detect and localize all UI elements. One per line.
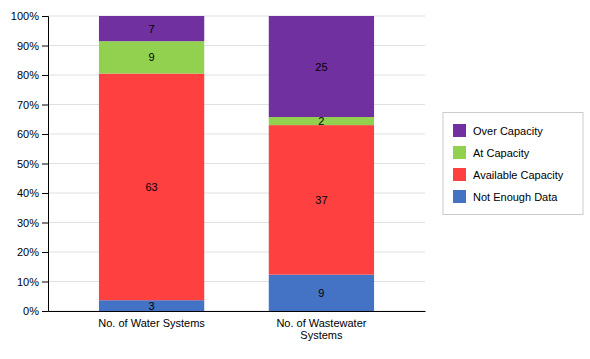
x-tick-label-line: No. of Water Systems bbox=[98, 317, 205, 329]
bar bbox=[99, 16, 204, 41]
x-tick-label-line: Systems bbox=[300, 329, 343, 341]
y-tick-label: 40% bbox=[17, 187, 39, 199]
y-tick: 60% bbox=[17, 128, 48, 140]
legend-item: At Capacity bbox=[453, 146, 530, 159]
x-tick: No. of WastewaterSystems bbox=[276, 317, 366, 342]
legend-label: Available Capacity bbox=[473, 169, 564, 181]
segment-label: 7 bbox=[149, 23, 155, 35]
y-tick-mark bbox=[42, 16, 48, 17]
y-tick: 50% bbox=[17, 158, 48, 170]
y-tick-label: 50% bbox=[17, 158, 39, 170]
y-tick-mark bbox=[42, 282, 48, 283]
y-tick-mark bbox=[42, 193, 48, 194]
segment-label: 3 bbox=[149, 300, 155, 312]
legend-label: Not Enough Data bbox=[473, 191, 558, 203]
y-tick: 100% bbox=[11, 10, 48, 22]
y-tick-mark bbox=[42, 311, 48, 312]
x-axis-line bbox=[49, 311, 426, 312]
chart-svg: 3 9 63 37 9 2 7 25 0% 10% 20% 30% 40% 50% 60% 70% 80% 90%… bbox=[0, 0, 590, 359]
legend-swatch bbox=[453, 146, 466, 159]
bar-series bbox=[99, 16, 374, 117]
y-tick-mark bbox=[42, 46, 48, 47]
y-tick: 20% bbox=[17, 246, 48, 258]
y-tick-label: 80% bbox=[17, 69, 39, 81]
plot-area: 3 9 63 37 9 2 7 25 0% 10% 20% 30% 40% 50% 60% 70% 80% 90%… bbox=[11, 10, 426, 341]
segment-labels: 3 9 63 37 9 2 7 25 bbox=[145, 23, 327, 312]
y-tick: 10% bbox=[17, 276, 48, 288]
y-tick-mark bbox=[42, 105, 48, 106]
bars bbox=[99, 16, 374, 311]
y-tick-label: 30% bbox=[17, 217, 39, 229]
y-tick-mark bbox=[42, 164, 48, 165]
x-tick-label: No. of Water Systems bbox=[98, 317, 205, 329]
bar bbox=[99, 74, 204, 301]
x-tick-label-line: No. of Wastewater bbox=[276, 317, 366, 329]
y-tick: 90% bbox=[17, 40, 48, 52]
y-tick-label: 0% bbox=[23, 305, 39, 317]
legend-item: Not Enough Data bbox=[453, 190, 558, 203]
y-tick: 80% bbox=[17, 69, 48, 81]
y-tick-mark bbox=[42, 252, 48, 253]
x-axis: No. of Water Systems No. of WastewaterSys… bbox=[49, 312, 426, 342]
legend-item: Over Capacity bbox=[453, 124, 543, 137]
y-tick: 0% bbox=[23, 305, 48, 317]
legend: Over Capacity At Capacity Available Capaci… bbox=[443, 113, 583, 215]
segment-label: 37 bbox=[315, 194, 327, 206]
y-tick-label: 60% bbox=[17, 128, 39, 140]
chart-container: 3 9 63 37 9 2 7 25 0% 10% 20% 30% 40% 50% 60% 70% 80% 90%… bbox=[0, 0, 590, 359]
legend-item: Available Capacity bbox=[453, 168, 564, 181]
y-tick-mark bbox=[42, 223, 48, 224]
segment-label: 63 bbox=[145, 181, 157, 193]
legend-frame bbox=[443, 113, 583, 215]
bar bbox=[269, 16, 374, 117]
legend-swatch bbox=[453, 168, 466, 181]
segment-label: 9 bbox=[318, 287, 324, 299]
y-tick-label: 10% bbox=[17, 276, 39, 288]
y-tick-label: 90% bbox=[17, 40, 39, 52]
legend-label: Over Capacity bbox=[473, 125, 543, 137]
y-axis-line bbox=[42, 17, 49, 312]
x-tick: No. of Water Systems bbox=[98, 317, 205, 329]
segment-label: 25 bbox=[315, 61, 327, 73]
y-tick-mark bbox=[42, 134, 48, 135]
y-tick: 40% bbox=[17, 187, 48, 199]
legend-label: At Capacity bbox=[473, 147, 530, 159]
y-tick: 70% bbox=[17, 99, 48, 111]
y-tick-label: 20% bbox=[17, 246, 39, 258]
y-tick-label: 70% bbox=[17, 99, 39, 111]
y-axis: 0% 10% 20% 30% 40% 50% 60% 70% 80% 90% 100% bbox=[11, 10, 49, 317]
x-tick-label: No. of WastewaterSystems bbox=[276, 317, 366, 342]
y-tick-label: 100% bbox=[11, 10, 39, 22]
y-tick-mark bbox=[42, 75, 48, 76]
grid bbox=[48, 16, 425, 311]
bar bbox=[99, 41, 204, 73]
legend-swatch bbox=[453, 124, 466, 137]
legend-swatch bbox=[453, 190, 466, 203]
bar bbox=[269, 125, 374, 275]
bar bbox=[99, 300, 204, 311]
y-tick: 30% bbox=[17, 217, 48, 229]
bar bbox=[269, 275, 374, 311]
segment-label: 2 bbox=[318, 115, 324, 127]
segment-label: 9 bbox=[149, 51, 155, 63]
